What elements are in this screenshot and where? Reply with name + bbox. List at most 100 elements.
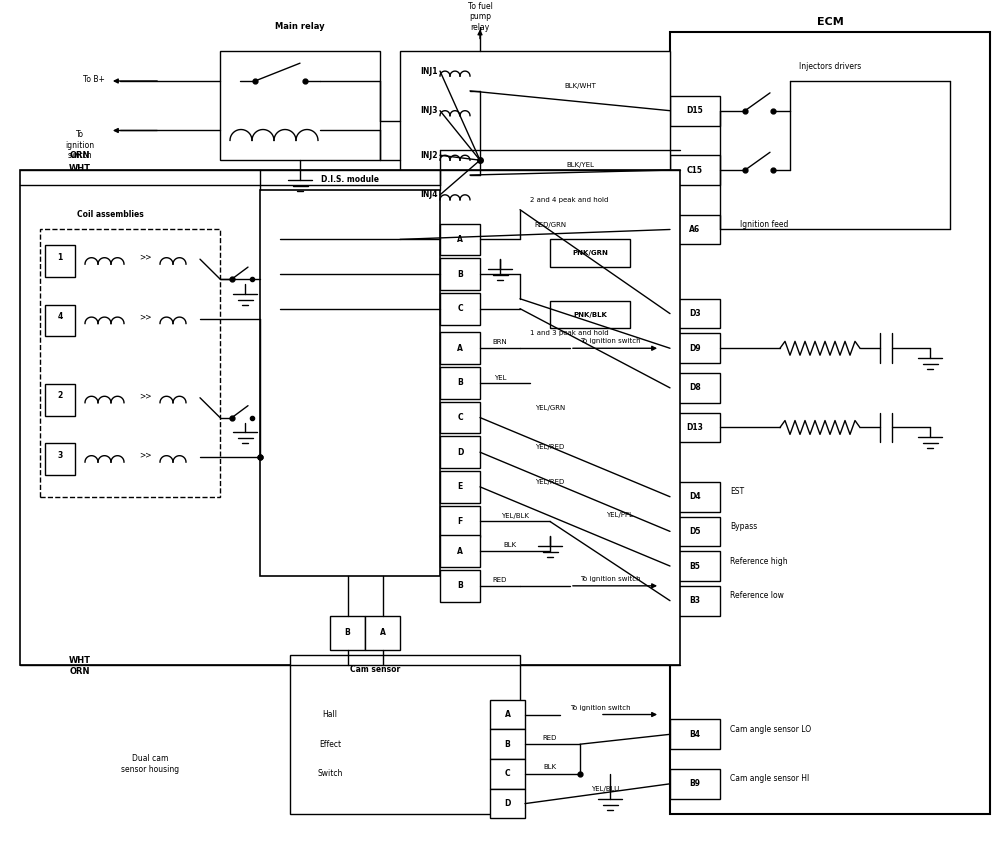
Bar bbox=[440, 258, 480, 290]
Text: D5: D5 bbox=[689, 527, 701, 536]
Text: Switch: Switch bbox=[317, 770, 343, 778]
Bar bbox=[670, 586, 720, 615]
Text: Cam sensor: Cam sensor bbox=[350, 665, 400, 675]
Text: BLK: BLK bbox=[543, 764, 557, 770]
Text: RED: RED bbox=[543, 735, 557, 741]
Bar bbox=[490, 789, 525, 818]
Text: A: A bbox=[457, 343, 463, 353]
Bar bbox=[440, 367, 480, 399]
Text: Bypass: Bypass bbox=[730, 522, 757, 531]
Text: C: C bbox=[505, 770, 510, 778]
Bar bbox=[330, 615, 365, 650]
Text: YEL: YEL bbox=[494, 375, 506, 381]
Text: Dual cam
sensor housing: Dual cam sensor housing bbox=[121, 754, 179, 774]
Text: C15: C15 bbox=[687, 166, 703, 174]
Bar bbox=[670, 551, 720, 581]
Text: >>: >> bbox=[139, 253, 151, 261]
Text: PNK/GRN: PNK/GRN bbox=[572, 250, 608, 256]
Bar bbox=[490, 700, 525, 729]
Text: D3: D3 bbox=[689, 309, 701, 318]
Bar bbox=[440, 506, 480, 538]
Text: D15: D15 bbox=[687, 106, 703, 115]
Bar bbox=[670, 413, 720, 443]
Text: To fuel
pump
relay: To fuel pump relay bbox=[468, 2, 492, 32]
Bar bbox=[670, 517, 720, 546]
Text: B9: B9 bbox=[690, 779, 700, 788]
Text: Reference high: Reference high bbox=[730, 557, 788, 565]
Text: 4: 4 bbox=[57, 312, 63, 321]
Text: To ignition switch: To ignition switch bbox=[580, 338, 641, 344]
Text: Injectors drivers: Injectors drivers bbox=[799, 61, 861, 71]
Text: D9: D9 bbox=[689, 343, 701, 353]
Text: ECM: ECM bbox=[817, 16, 843, 27]
Bar bbox=[670, 155, 720, 185]
Bar bbox=[490, 759, 525, 789]
Text: YEL/GRN: YEL/GRN bbox=[535, 405, 565, 411]
Bar bbox=[45, 305, 75, 337]
Text: D: D bbox=[504, 799, 511, 808]
Bar bbox=[670, 333, 720, 363]
Text: Effect: Effect bbox=[319, 740, 341, 749]
Bar bbox=[670, 720, 720, 749]
Text: Hall: Hall bbox=[322, 710, 338, 719]
Text: 2: 2 bbox=[57, 391, 63, 400]
Text: B: B bbox=[457, 582, 463, 590]
Text: BLK/WHT: BLK/WHT bbox=[564, 83, 596, 89]
Text: YEL/RED: YEL/RED bbox=[535, 479, 565, 485]
Text: INJ1: INJ1 bbox=[420, 66, 438, 76]
Text: A: A bbox=[457, 546, 463, 556]
Bar bbox=[400, 51, 670, 269]
Bar bbox=[670, 32, 990, 814]
Text: BLK/YEL: BLK/YEL bbox=[566, 162, 594, 168]
Text: B4: B4 bbox=[690, 730, 700, 739]
Bar bbox=[670, 96, 720, 125]
Bar bbox=[290, 655, 520, 814]
Text: 1: 1 bbox=[57, 253, 63, 261]
Bar bbox=[440, 471, 480, 502]
Text: A: A bbox=[457, 235, 463, 244]
Text: 2 and 4 peak and hold: 2 and 4 peak and hold bbox=[530, 197, 608, 203]
Text: B: B bbox=[345, 628, 350, 638]
Text: Main relay: Main relay bbox=[275, 22, 325, 31]
Text: >>: >> bbox=[139, 312, 151, 321]
Bar bbox=[220, 51, 380, 161]
Text: YEL/BLU: YEL/BLU bbox=[591, 785, 619, 791]
Text: D13: D13 bbox=[687, 423, 703, 432]
Bar bbox=[440, 535, 480, 567]
Bar bbox=[440, 437, 480, 468]
Bar bbox=[45, 384, 75, 416]
Text: PNK/BLK: PNK/BLK bbox=[573, 312, 607, 318]
Text: >>: >> bbox=[139, 450, 151, 460]
Text: BLK: BLK bbox=[503, 542, 517, 548]
Bar bbox=[550, 300, 630, 329]
Bar bbox=[670, 215, 720, 244]
Text: D.I.S. module: D.I.S. module bbox=[321, 175, 379, 185]
Text: B: B bbox=[457, 378, 463, 387]
Text: D: D bbox=[457, 448, 463, 457]
Text: B3: B3 bbox=[690, 596, 700, 605]
Text: A6: A6 bbox=[689, 225, 701, 234]
Bar bbox=[260, 190, 440, 576]
Text: C: C bbox=[457, 413, 463, 422]
Bar bbox=[440, 224, 480, 255]
Text: B: B bbox=[457, 269, 463, 279]
Bar bbox=[670, 299, 720, 329]
Text: INJ4: INJ4 bbox=[420, 191, 438, 199]
Text: E: E bbox=[457, 482, 463, 491]
Bar bbox=[20, 170, 680, 665]
Bar bbox=[490, 729, 525, 759]
Text: To ignition switch: To ignition switch bbox=[580, 576, 641, 582]
Bar bbox=[440, 570, 480, 602]
Text: Reference low: Reference low bbox=[730, 591, 784, 601]
Text: BRN: BRN bbox=[493, 339, 507, 345]
Bar bbox=[550, 239, 630, 267]
Bar bbox=[670, 769, 720, 798]
Text: Ignition feed: Ignition feed bbox=[740, 220, 788, 229]
Text: 3: 3 bbox=[57, 450, 63, 460]
Text: YEL/RED: YEL/RED bbox=[535, 444, 565, 450]
Text: INJ3: INJ3 bbox=[420, 106, 438, 115]
Text: ORN: ORN bbox=[70, 151, 90, 160]
Text: 1 and 3 peak and hold: 1 and 3 peak and hold bbox=[530, 331, 609, 337]
Text: YEL/PPL: YEL/PPL bbox=[606, 512, 634, 518]
Bar bbox=[365, 615, 400, 650]
